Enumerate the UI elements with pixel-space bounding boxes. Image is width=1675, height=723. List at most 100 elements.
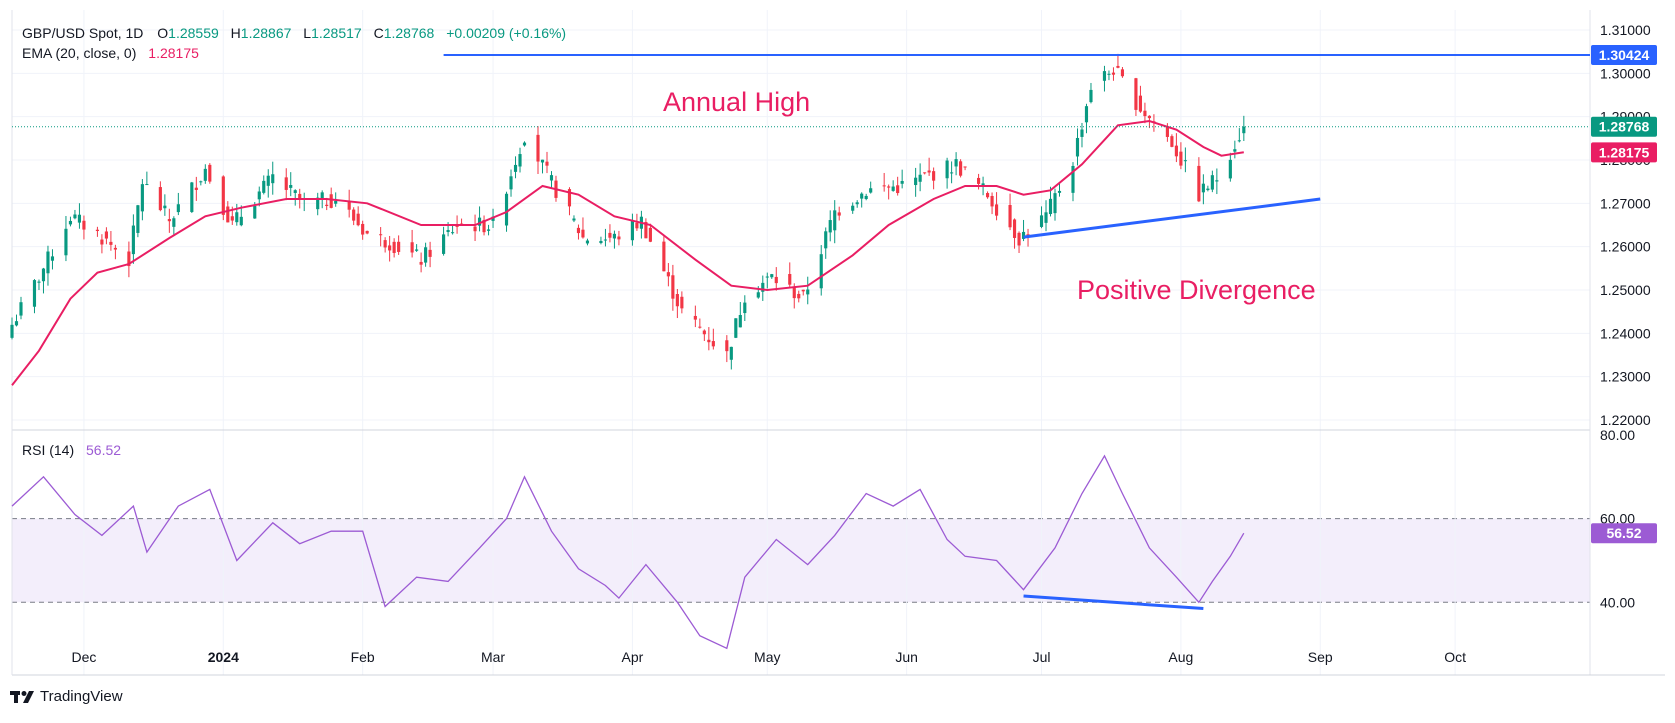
candle-up [819,245,823,296]
candle-up [734,318,738,339]
candle-body [994,204,999,216]
candle-down [617,230,621,246]
price-tick-label: 1.24000 [1600,325,1651,341]
candle-up [1237,128,1241,143]
candle-body [379,234,383,236]
candle-body [428,249,432,257]
candle-body [540,159,545,163]
candle-up [612,230,617,249]
candle-body [230,216,234,221]
candle-body [1120,69,1125,77]
candle-body [442,234,446,254]
candle-body [599,240,603,244]
candle-up [415,244,419,252]
candle-body [1206,188,1210,191]
candle-body [1039,215,1044,227]
candle-down [1134,77,1138,117]
candle-down [410,229,414,258]
candle-up [266,169,270,198]
candle-up [257,186,261,207]
candle-body [1237,140,1241,142]
rsi-divergence-line[interactable] [1023,594,1204,611]
candle-up [1210,170,1214,193]
candle-up [1183,147,1187,173]
candle-down [379,227,383,247]
candle-body [365,230,369,234]
candle-down [707,327,711,351]
candle-body [513,164,518,172]
candle-body [851,205,855,211]
candle-down [361,220,365,240]
candle-up [32,279,37,314]
time-tick-label: Feb [351,649,375,665]
candle-down [1170,134,1174,148]
candle-body [1228,159,1232,179]
candle-body [104,231,108,239]
rsi-axis[interactable]: 40.00 60.00 80.00 [1600,427,1635,610]
candle-body [801,289,805,292]
candle-body [1201,183,1205,193]
candle-up [46,245,50,286]
candle-body [1116,65,1120,68]
candle-up [891,180,895,192]
tradingview-footer[interactable]: TradingView [10,688,123,705]
candle-body [176,204,180,213]
candle-body [14,321,19,326]
candle-body [113,247,117,250]
candle-body [293,190,297,193]
time-axis[interactable]: Dec 2024 Feb Mar Apr May Jun Jul Aug Sep Oct [71,649,1466,665]
candle-body [1107,73,1111,75]
candle-up [572,215,576,223]
candle-body [707,339,711,343]
candle-up [630,213,634,246]
candle-body [1165,126,1169,137]
candle-body [833,210,837,231]
candle-down [932,167,936,190]
price-trendline[interactable] [1023,197,1321,239]
candle-down [1017,231,1021,254]
candle-body [1021,231,1026,239]
candle-body [473,226,477,232]
candle-body [226,206,230,223]
candle-down [648,223,652,243]
candle-up [860,192,864,208]
candle-body [68,220,73,225]
candle-body [509,176,513,190]
svg-text:RSI (14) 56.52: RSI (14) 56.52 [22,442,121,458]
candle-body [1053,193,1057,214]
candle-body [1210,175,1214,190]
candle-body [644,221,648,239]
time-tick-label: Aug [1168,649,1193,665]
candle-body [163,205,167,209]
candle-body [765,276,769,278]
candle-down [1012,218,1017,249]
candle-body [1197,165,1201,202]
candle-down [352,207,356,226]
candle-down [608,224,612,243]
candle-body [77,214,82,223]
legend-rsi-value: 56.52 [86,442,121,458]
time-tick-label: May [754,649,780,665]
candle-up [1044,200,1048,232]
candle-up [855,200,859,208]
candle-body [477,217,482,226]
candle-down [347,189,351,218]
candle-body [190,182,194,212]
candle-up [1201,174,1205,205]
candle-body [756,292,760,298]
candle-body [855,202,859,205]
candle-down [419,252,423,273]
candle-body [266,175,270,186]
candle-up [1057,183,1062,197]
candle-body [1080,129,1084,137]
candle-body [698,326,702,328]
candle-body [576,227,581,234]
resistance-badge: 1.30424 [1591,44,1657,65]
candle-down [662,234,666,272]
candle-body [46,251,50,274]
candle-body [199,181,203,183]
candle-body [221,176,225,215]
candle-down [1174,133,1178,163]
candle-body [1012,219,1017,238]
